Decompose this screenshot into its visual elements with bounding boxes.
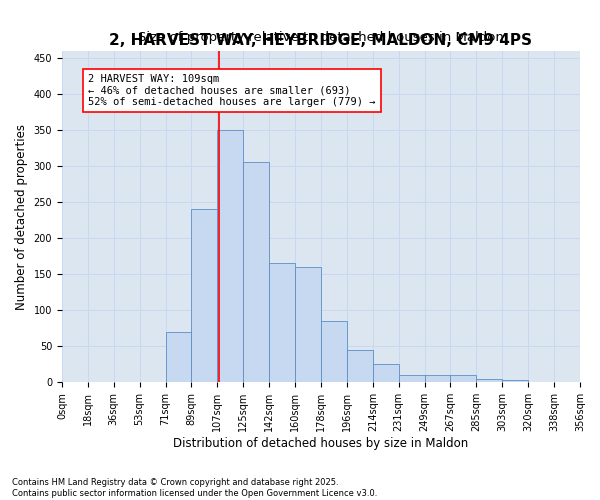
Y-axis label: Number of detached properties: Number of detached properties — [15, 124, 28, 310]
Bar — [217, 130, 243, 382]
X-axis label: Distribution of detached houses by size in Maldon: Distribution of detached houses by size … — [173, 437, 469, 450]
Bar — [243, 162, 269, 382]
Text: Contains HM Land Registry data © Crown copyright and database right 2025.
Contai: Contains HM Land Registry data © Crown c… — [12, 478, 377, 498]
Title: 2, HARVEST WAY, HEYBRIDGE, MALDON, CM9 4PS: 2, HARVEST WAY, HEYBRIDGE, MALDON, CM9 4… — [109, 33, 532, 48]
Text: 2 HARVEST WAY: 109sqm
← 46% of detached houses are smaller (693)
52% of semi-det: 2 HARVEST WAY: 109sqm ← 46% of detached … — [88, 74, 376, 107]
Bar — [451, 375, 476, 382]
Text: Size of property relative to detached houses in Maldon: Size of property relative to detached ho… — [138, 31, 504, 44]
Bar — [321, 321, 347, 382]
Bar — [502, 380, 528, 382]
Bar — [269, 264, 295, 382]
Bar — [295, 267, 321, 382]
Bar — [398, 375, 425, 382]
Bar — [373, 364, 398, 382]
Bar — [347, 350, 373, 382]
Bar — [476, 378, 502, 382]
Bar — [191, 210, 217, 382]
Bar — [425, 375, 451, 382]
Bar — [166, 332, 191, 382]
